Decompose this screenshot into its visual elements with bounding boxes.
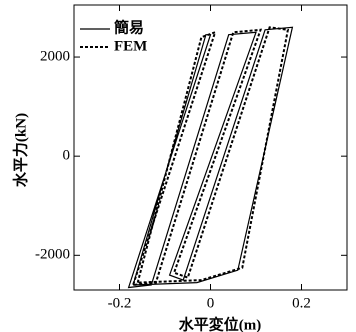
legend-label: FEM	[114, 38, 147, 54]
series-line	[131, 26, 290, 287]
x-tick-label: 0.2	[292, 295, 311, 311]
y-tick-label: -2000	[35, 247, 70, 263]
y-tick-label: 2000	[40, 48, 70, 64]
y-axis-label: 水平力(kN)	[11, 113, 29, 187]
x-axis-label: 水平変位(m)	[179, 315, 262, 332]
series-line	[127, 26, 294, 289]
x-tick-label: 0	[207, 295, 215, 311]
legend-label: 簡易	[114, 18, 144, 36]
y-tick-label: 0	[63, 148, 71, 164]
x-tick-label: -0.2	[108, 295, 132, 311]
